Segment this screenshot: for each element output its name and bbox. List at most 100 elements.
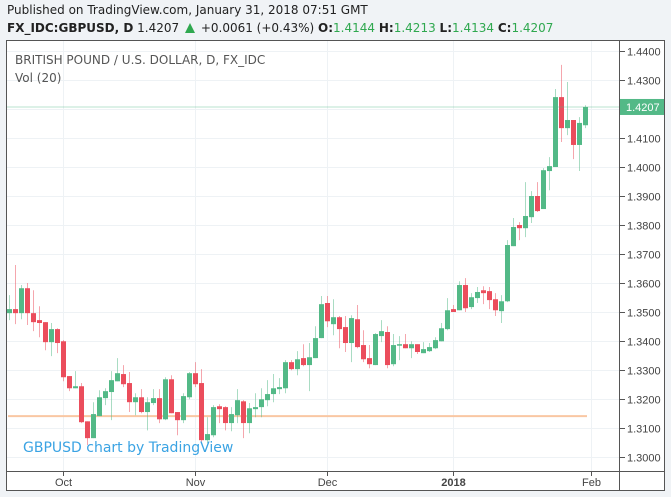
candle-body [73, 386, 78, 389]
price-tick-label: 1.4000 [627, 163, 661, 175]
high-value: 1.4213 [393, 21, 436, 35]
candle [205, 417, 210, 444]
candle-body [169, 379, 174, 414]
candle-body [283, 362, 288, 389]
open-value: 1.4144 [333, 21, 376, 35]
candle [79, 383, 84, 424]
candle-body [535, 196, 540, 212]
candle-body [307, 357, 312, 366]
candle [265, 380, 270, 407]
candle [481, 286, 486, 305]
candle-body [583, 106, 588, 126]
candle-body [109, 380, 114, 393]
candle [229, 407, 234, 432]
candle-body [337, 317, 342, 330]
watermark[interactable]: GBPUSD chart by TradingView [23, 440, 234, 456]
candle-body [493, 299, 498, 311]
candle-body [463, 285, 468, 309]
candle [559, 64, 564, 143]
candle [211, 405, 216, 438]
candle-body [217, 406, 222, 410]
candle [127, 372, 132, 413]
candle [103, 388, 108, 406]
candle-body [175, 412, 180, 421]
candle-body [289, 362, 294, 370]
low-value: 1.4134 [452, 21, 494, 35]
candle [19, 285, 24, 320]
candle [163, 377, 168, 421]
time-tick-label: Oct [55, 477, 72, 489]
candle [343, 316, 348, 353]
candle-body [385, 332, 390, 366]
candle-body [31, 313, 36, 323]
candle [415, 344, 420, 355]
time-tick-label: Nov [186, 477, 206, 489]
candle-body [115, 373, 120, 382]
candle [403, 334, 408, 349]
candle-body [391, 345, 396, 365]
candle [25, 283, 30, 326]
candle [109, 371, 114, 421]
up-triangle-icon [184, 23, 195, 33]
candle-body [187, 373, 192, 398]
candle-body [211, 407, 216, 436]
volume-indicator-label[interactable]: Vol (20) [15, 71, 62, 85]
candle [235, 389, 240, 424]
candle [301, 344, 306, 367]
candle-body [13, 309, 18, 314]
candle [121, 365, 126, 388]
candle [505, 240, 510, 303]
candle-body [145, 402, 150, 413]
candle [115, 358, 120, 382]
candle [355, 305, 360, 349]
close-label: C: [497, 21, 512, 35]
candle-body [67, 376, 72, 389]
candle-body [91, 414, 96, 439]
candle [97, 390, 102, 417]
candle [541, 168, 546, 210]
candle [457, 281, 462, 311]
candle [145, 397, 150, 431]
candle-body [397, 344, 402, 346]
candle [199, 369, 204, 444]
candle [349, 315, 354, 363]
candle-body [223, 407, 228, 424]
candle-body [487, 291, 492, 301]
price-tick-label: 1.3400 [627, 337, 661, 349]
candle-body [553, 97, 558, 167]
candle-body [265, 394, 270, 401]
candle [181, 393, 186, 424]
time-tick-label: Feb [582, 477, 601, 489]
close-value: 1.4207 [511, 21, 554, 35]
symbol-name: FX_IDC:GBPUSD, D [7, 21, 134, 35]
candle-body [571, 120, 576, 145]
candle-body [127, 383, 132, 403]
candle [187, 372, 192, 400]
candle-body [481, 290, 486, 294]
candle-body [331, 317, 336, 325]
candle [157, 389, 162, 424]
low-label: L: [439, 21, 452, 35]
candle [577, 117, 582, 172]
candle [91, 402, 96, 439]
candle [283, 360, 288, 394]
candle [193, 362, 198, 388]
candle-body [469, 297, 474, 308]
candle [31, 290, 36, 332]
candle-body [43, 322, 48, 343]
candle [337, 316, 342, 349]
candle-body [349, 318, 354, 344]
candle [217, 404, 222, 424]
candle [223, 406, 228, 431]
candle-body [379, 331, 384, 337]
price-tick-label: 1.3800 [627, 221, 661, 233]
candle [439, 323, 444, 342]
candle-body [61, 341, 66, 378]
candle [295, 351, 300, 376]
candle [49, 323, 54, 357]
candle [259, 388, 264, 418]
price-tick-label: 1.4300 [627, 76, 661, 88]
candle-body [439, 328, 444, 342]
candle [433, 337, 438, 350]
